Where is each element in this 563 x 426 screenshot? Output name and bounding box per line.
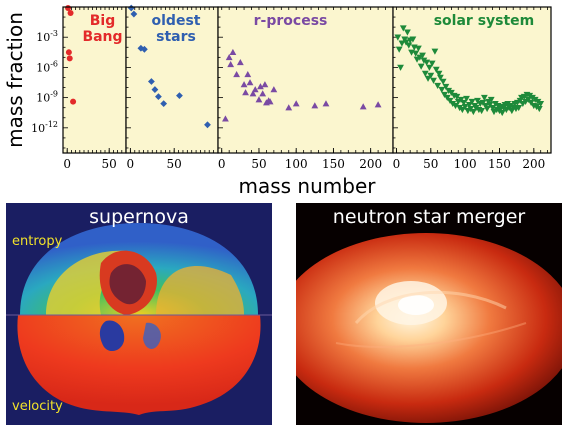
merger-title: neutron star merger [296, 206, 562, 228]
x-tick-label: 50 [167, 157, 182, 171]
x-tick-label: 0 [218, 157, 226, 171]
data-point [67, 55, 73, 61]
supernova-title: supernova [6, 206, 272, 228]
x-tick-label: 100 [285, 157, 308, 171]
x-tick-label: 0 [127, 157, 135, 171]
panel-title: Bang [82, 29, 122, 45]
abundance-chart: 10-3 10-6 10-9 10-12 mass fraction mass numbe… [0, 0, 563, 200]
x-tick-label: 50 [102, 157, 117, 171]
merger-graphic [296, 203, 562, 425]
panel-r-process: 0 50 100 150 200 r-process [218, 7, 393, 171]
y-tick-label: 10-12 [31, 120, 58, 135]
x-tick-label: 150 [488, 157, 511, 171]
neutron-star-merger-image: neutron star merger [296, 203, 562, 425]
data-point [66, 49, 72, 55]
panel-title: stars [156, 29, 196, 45]
data-point [68, 10, 74, 16]
entropy-label: entropy [12, 234, 62, 249]
y-tick-label: 10-6 [36, 59, 58, 74]
x-tick-label: 100 [454, 157, 477, 171]
x-tick-label: 200 [359, 157, 382, 171]
y-tick-label: 10-9 [36, 90, 58, 105]
panel-title: oldest [152, 13, 201, 29]
y-axis-label: mass fraction [3, 12, 27, 148]
x-tick-label: 200 [522, 157, 545, 171]
panel-solar-system: 0 50 100 150 200 solar system [393, 7, 551, 171]
x-axis-label: mass number [239, 174, 377, 198]
y-tick-label: 10-3 [36, 29, 58, 44]
panel-big-bang: 0 50 BigBang [63, 5, 126, 171]
panel-title: Big [90, 13, 116, 29]
velocity-label: velocity [12, 399, 63, 414]
x-tick-label: 150 [322, 157, 345, 171]
x-tick-label: 50 [251, 157, 266, 171]
data-point [70, 99, 76, 105]
x-tick-label: 0 [393, 157, 401, 171]
panel-title: solar system [434, 13, 535, 29]
panel-title: r-process [254, 13, 328, 29]
x-tick-label: 50 [423, 157, 438, 171]
supernova-simulation-image: supernova entropy velocity [6, 203, 272, 425]
x-tick-label: 0 [63, 157, 71, 171]
